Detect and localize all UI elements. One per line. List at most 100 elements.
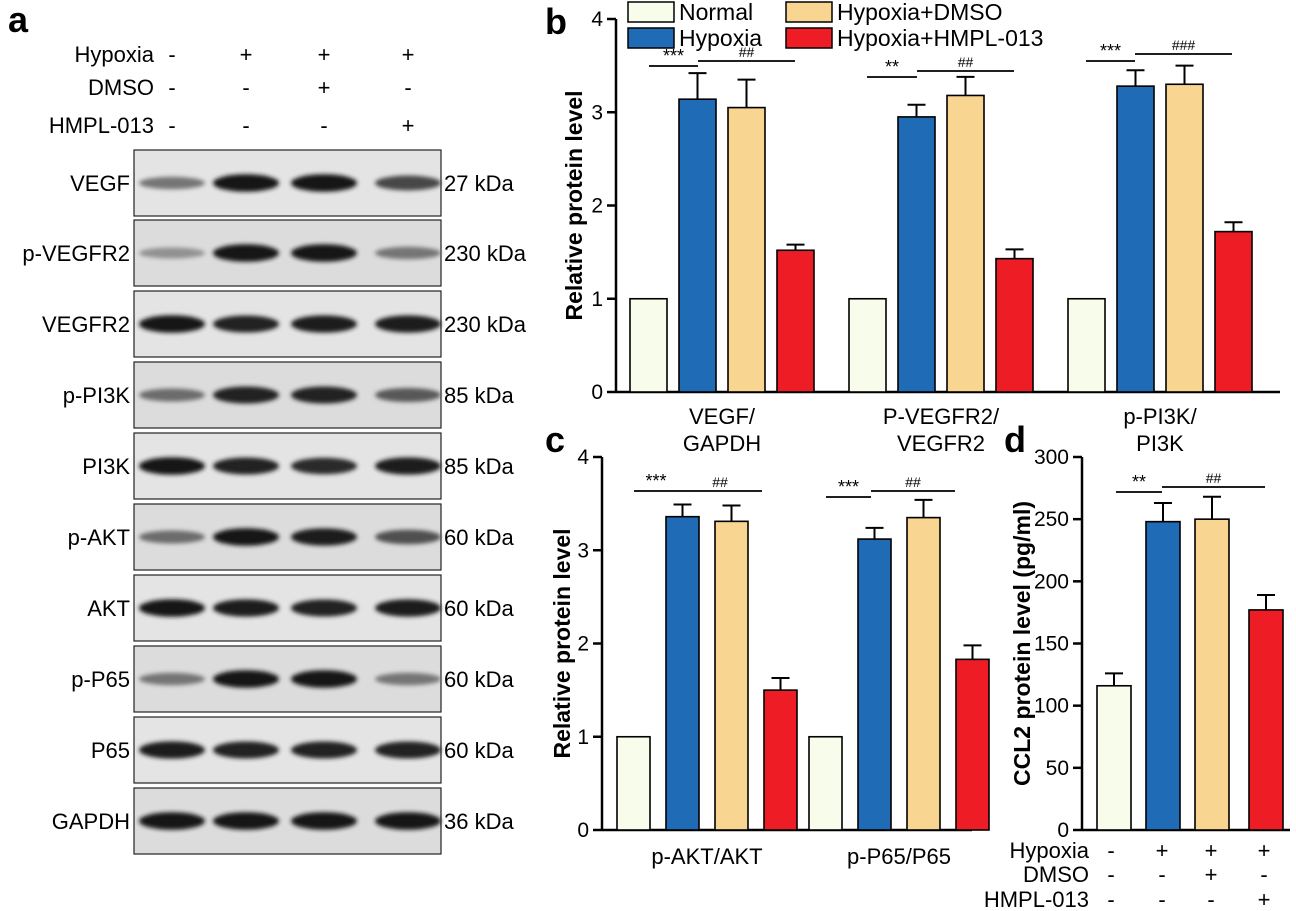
condition-sign: -: [1107, 838, 1114, 863]
condition-sign: +: [318, 42, 331, 67]
bar: [848, 297, 887, 393]
condition-sign: -: [1207, 887, 1214, 911]
bar: [1145, 520, 1181, 831]
y-tick-label: 2: [591, 195, 603, 218]
condition-sign: -: [168, 113, 175, 138]
blot-band: [213, 741, 279, 759]
blot-band: [213, 244, 279, 262]
protein-label: p-VEGFR2: [22, 241, 130, 266]
blot-band: [139, 457, 205, 475]
blot-band: [213, 315, 279, 333]
significance-stars: ***: [838, 477, 859, 497]
significance-hash: ##: [905, 474, 921, 490]
protein-label: p-AKT: [68, 525, 130, 550]
legend-label: Hypoxia+HMPL-013: [837, 25, 1043, 51]
y-axis-title: CCL2 protein level (pg/ml): [1009, 501, 1035, 786]
bar: [955, 658, 990, 831]
condition-sign: +: [402, 113, 415, 138]
condition-sign: +: [1258, 887, 1271, 911]
category-label-line: VEGFR2: [897, 431, 985, 456]
blot-band: [375, 599, 441, 617]
condition-sign: +: [1205, 862, 1218, 887]
y-tick-label: 0: [577, 819, 589, 842]
blot-band: [139, 530, 205, 544]
blot-band: [139, 176, 205, 190]
category-label-line: PI3K: [1136, 431, 1184, 456]
condition-sign: +: [1205, 838, 1218, 863]
significance-hash: ##: [712, 474, 728, 490]
panel-c-chart: c 0 1 2 3 4 Relative protein level p-AKT/AKT p-P…: [545, 419, 990, 869]
condition-sign: +: [402, 42, 415, 67]
blot-band: [375, 812, 441, 830]
y-tick-label: 3: [577, 539, 589, 562]
y-tick-label: 250: [1034, 508, 1069, 531]
condition-sign: -: [242, 75, 249, 100]
bar: [946, 94, 985, 393]
legend-label: Normal: [679, 0, 753, 25]
y-tick-label: 100: [1034, 695, 1069, 718]
blot-band: [291, 741, 357, 759]
protein-label: VEGF: [70, 171, 130, 196]
protein-label: AKT: [87, 596, 130, 621]
bar: [678, 98, 717, 393]
y-axis-title: Relative protein level: [549, 528, 575, 758]
significance-hash: ##: [1206, 470, 1222, 486]
y-tick-label: 50: [1046, 757, 1069, 780]
panel-letter-d: d: [1004, 419, 1026, 460]
condition-sign: -: [1107, 862, 1114, 887]
bar: [616, 735, 651, 831]
blot-band: [291, 528, 357, 546]
significance-stars: ***: [1100, 41, 1121, 61]
blot-band: [375, 388, 441, 402]
kda-label: 60 kDa: [444, 738, 514, 763]
y-tick-label: 0: [591, 381, 603, 404]
condition-sign: -: [1158, 887, 1165, 911]
bar: [1096, 684, 1132, 831]
blot-band: [213, 812, 279, 830]
panel-letter-b: b: [545, 1, 567, 42]
blot-band: [291, 599, 357, 617]
y-tick-label: 3: [591, 101, 603, 124]
category-label-line: p-AKT/AKT: [651, 844, 762, 869]
condition-sign: -: [404, 75, 411, 100]
y-tick-label: 1: [591, 288, 603, 311]
bar: [808, 735, 843, 831]
legend-swatch: [785, 1, 833, 23]
condition-sign: -: [168, 75, 175, 100]
y-tick-label: 300: [1034, 446, 1069, 469]
protein-label: GAPDH: [52, 809, 130, 834]
bar: [763, 689, 798, 831]
kda-label: 85 kDa: [444, 454, 514, 479]
y-tick-label: 4: [577, 446, 589, 469]
kda-label: 36 kDa: [444, 809, 514, 834]
bar: [995, 257, 1034, 393]
legend-swatch: [627, 1, 675, 23]
category-label-line: GAPDH: [683, 431, 761, 456]
blot-band: [291, 174, 357, 192]
legend-swatch: [785, 27, 833, 49]
blot-band: [139, 812, 205, 830]
legend-label: Hypoxia+DMSO: [837, 0, 1003, 25]
protein-label: PI3K: [82, 454, 130, 479]
blot-band: [139, 315, 205, 333]
significance-stars: **: [885, 57, 899, 77]
y-axis-title: Relative protein level: [561, 90, 587, 320]
category-label: P-VEGFR2/VEGFR2: [883, 404, 1000, 456]
condition-sign: -: [1107, 887, 1114, 911]
blot-band: [375, 529, 441, 545]
y-tick-label: 0: [1057, 819, 1069, 842]
blot-band: [213, 174, 279, 192]
kda-label: 60 kDa: [444, 667, 514, 692]
category-label-line: p-PI3K/: [1123, 404, 1197, 429]
protein-label: p-P65: [71, 667, 130, 692]
category-label: p-PI3K/PI3K: [1123, 404, 1197, 456]
y-tick-label: 200: [1034, 570, 1069, 593]
kda-label: 85 kDa: [444, 383, 514, 408]
significance-stars: ***: [645, 471, 666, 491]
bar: [1248, 609, 1284, 831]
blot-band: [139, 672, 205, 686]
blot-band: [291, 812, 357, 830]
bar: [776, 249, 815, 393]
